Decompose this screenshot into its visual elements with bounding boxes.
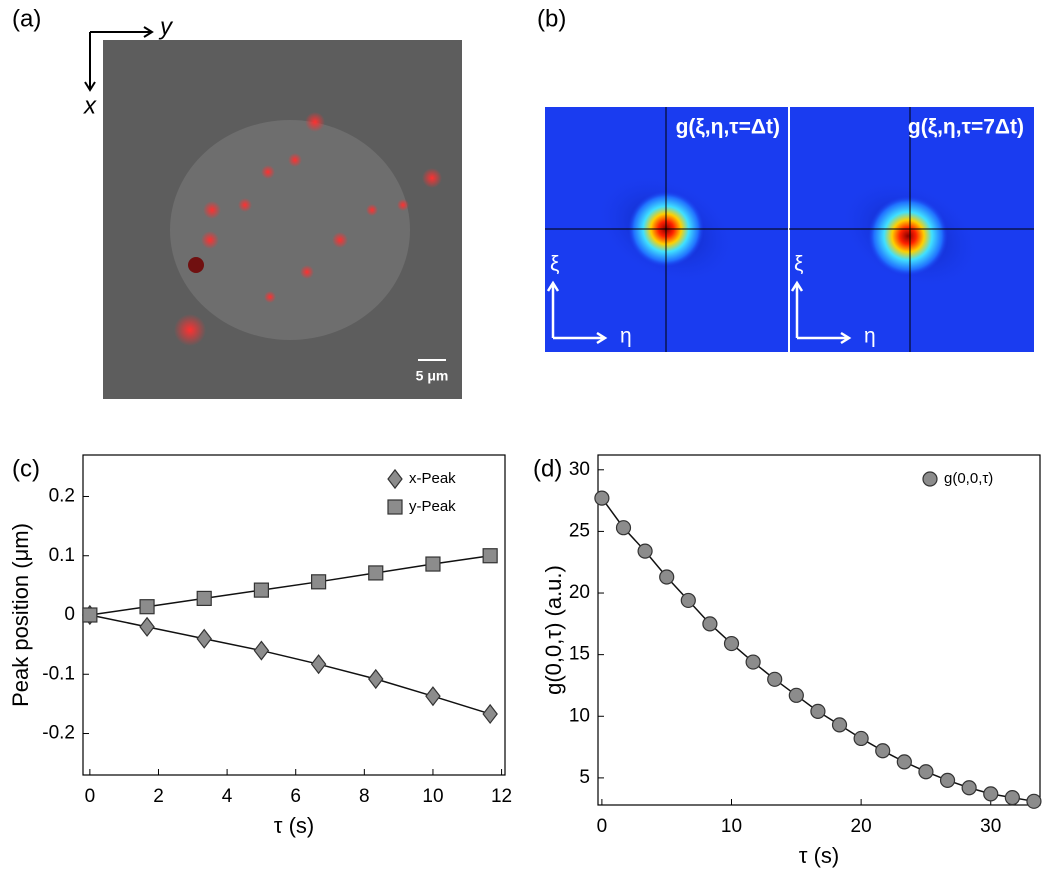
y-tick-label: -0.2 bbox=[42, 723, 75, 744]
marker bbox=[831, 717, 848, 733]
marker bbox=[745, 654, 761, 670]
fit-line bbox=[89, 554, 491, 616]
marker bbox=[368, 565, 384, 581]
y-tick-label: -0.1 bbox=[42, 663, 75, 684]
y-tick-label: 0.1 bbox=[49, 545, 75, 566]
marker bbox=[810, 703, 826, 719]
marker bbox=[1026, 793, 1042, 809]
panel-label: (b) bbox=[537, 5, 566, 32]
marker bbox=[853, 730, 869, 747]
y-axis-title: Peak position (μm) bbox=[8, 523, 33, 707]
marker bbox=[594, 490, 610, 506]
marker bbox=[253, 582, 270, 598]
marker bbox=[896, 754, 912, 770]
marker bbox=[482, 703, 498, 725]
marker bbox=[680, 592, 696, 609]
marker bbox=[425, 686, 441, 707]
y-tick-label: 20 bbox=[569, 582, 590, 603]
x-tick-label: 12 bbox=[491, 786, 512, 807]
y-tick-label: 0 bbox=[64, 604, 75, 625]
legend-marker bbox=[387, 499, 403, 515]
marker bbox=[983, 786, 999, 802]
x-tick-label: 0 bbox=[85, 786, 96, 807]
marker bbox=[961, 780, 977, 796]
legend-label: g(0,0,τ) bbox=[944, 470, 993, 487]
y-tick-label: 25 bbox=[569, 520, 590, 541]
eta: η bbox=[864, 325, 876, 348]
marker bbox=[253, 640, 270, 661]
map-arrows bbox=[546, 280, 852, 345]
map-title: g(ξ,η,τ=7Δt) bbox=[908, 116, 1024, 139]
x-tick-label: 6 bbox=[290, 786, 301, 807]
marker bbox=[1004, 790, 1020, 806]
x-axis-title: τ (s) bbox=[799, 843, 839, 868]
axis-name: y bbox=[158, 13, 174, 40]
marker bbox=[875, 743, 891, 759]
axes-arrows bbox=[84, 26, 154, 92]
y-tick-label: 0.2 bbox=[49, 485, 75, 506]
xi: ξ bbox=[794, 253, 803, 276]
y-tick-label: 10 bbox=[569, 705, 590, 726]
y-tick-label: 5 bbox=[579, 767, 590, 788]
fit-line bbox=[601, 497, 1035, 803]
x-tick-label: 8 bbox=[359, 786, 370, 807]
marker bbox=[637, 543, 653, 559]
legend-label: y-Peak bbox=[409, 498, 456, 515]
marker bbox=[196, 590, 212, 607]
marker bbox=[939, 772, 956, 788]
marker bbox=[702, 616, 718, 632]
marker bbox=[310, 574, 327, 590]
map-1 bbox=[545, 107, 789, 352]
marker bbox=[196, 628, 212, 649]
marker bbox=[659, 569, 675, 585]
x-tick-label: 20 bbox=[851, 816, 872, 837]
y-axis-title: g(0,0,τ) (a.u.) bbox=[541, 565, 566, 695]
marker bbox=[368, 668, 384, 690]
scale-bar-label: 5 μm bbox=[416, 368, 449, 384]
plot-frame bbox=[597, 454, 1041, 806]
marker bbox=[482, 548, 498, 564]
spots bbox=[174, 112, 442, 346]
legend-marker bbox=[922, 471, 938, 487]
legend-label: x-Peak bbox=[409, 470, 456, 487]
map-2 bbox=[789, 107, 1034, 352]
x-axis-title: τ (s) bbox=[274, 813, 314, 838]
marker bbox=[615, 520, 632, 536]
xi: ξ bbox=[550, 253, 559, 276]
cell bbox=[170, 120, 410, 340]
panel-label: (c) bbox=[12, 455, 40, 482]
fit-line bbox=[89, 614, 491, 715]
marker bbox=[767, 671, 783, 687]
x-tick-label: 30 bbox=[980, 816, 1001, 837]
x-tick-label: 10 bbox=[422, 786, 443, 807]
x-tick-label: 4 bbox=[222, 786, 233, 807]
y-tick-label: 15 bbox=[569, 644, 590, 665]
marker bbox=[788, 687, 804, 703]
marker bbox=[723, 635, 740, 652]
legend-marker bbox=[387, 468, 403, 490]
marker bbox=[139, 616, 155, 637]
marker bbox=[310, 654, 327, 675]
map-title: g(ξ,η,τ=Δt) bbox=[676, 116, 780, 139]
y-tick-label: 30 bbox=[569, 459, 590, 480]
marker bbox=[918, 764, 934, 780]
panel-label: (a) bbox=[12, 5, 41, 32]
marker bbox=[139, 599, 155, 615]
panel-label: (d) bbox=[533, 455, 562, 482]
x-tick-label: 10 bbox=[721, 816, 742, 837]
marker bbox=[425, 556, 441, 572]
eta: η bbox=[620, 325, 632, 348]
axis-name: x bbox=[83, 92, 97, 119]
x-tick-label: 2 bbox=[153, 786, 164, 807]
x-tick-label: 0 bbox=[597, 816, 608, 837]
marker bbox=[82, 607, 98, 623]
